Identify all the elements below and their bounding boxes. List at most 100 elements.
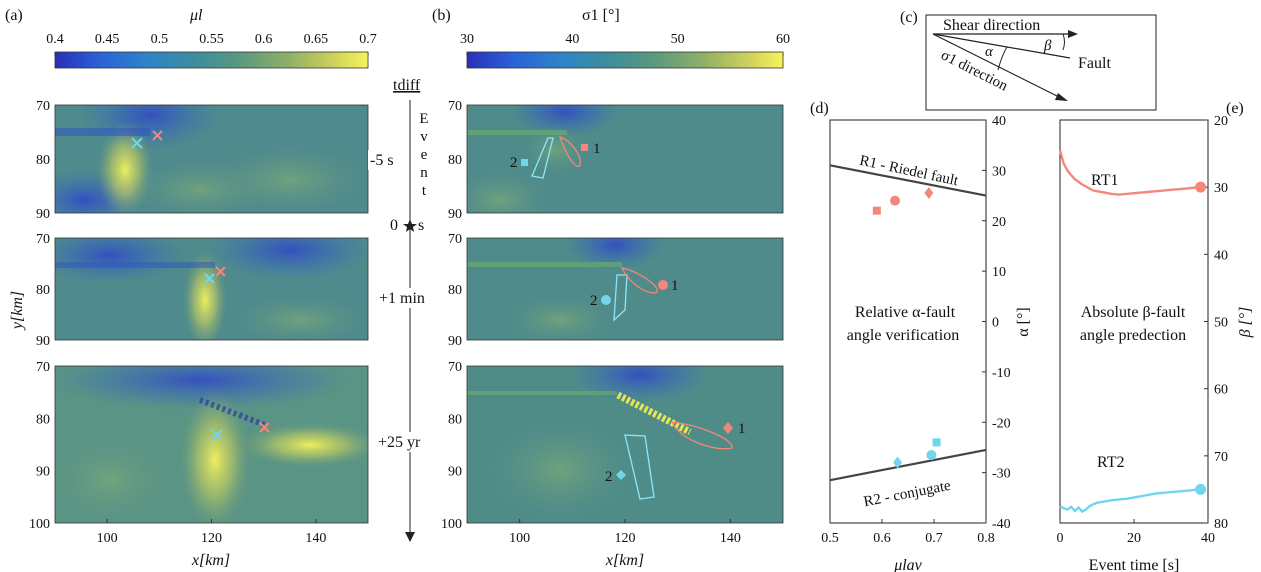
map-a-ytick-label: 100 bbox=[29, 517, 50, 532]
marker-square-cyan bbox=[521, 159, 528, 166]
beta-arc bbox=[1062, 33, 1065, 51]
marker-circle-red bbox=[658, 280, 668, 290]
colorbar-a-tick-label: 0.65 bbox=[304, 32, 329, 47]
chart-d-point-square bbox=[932, 438, 941, 447]
chart-e-ylabel: β [°] bbox=[1237, 307, 1254, 339]
chart-d-xtick-label: 0.8 bbox=[977, 531, 995, 546]
map-b-ytick-label: 90 bbox=[448, 465, 462, 480]
chart-e-lines bbox=[1058, 149, 1207, 514]
chart-d-ytick-label: -30 bbox=[992, 467, 1011, 482]
map-b-ytick-label: 80 bbox=[448, 283, 462, 298]
event-letter: v bbox=[420, 129, 428, 145]
colorbar-b-label: σ1 [°] bbox=[582, 7, 620, 24]
label-2-row1: 2 bbox=[510, 155, 518, 171]
fault-line bbox=[932, 33, 1071, 59]
chart-d-annotation-text2: angle verification bbox=[847, 327, 959, 344]
timeline-title: tdiff bbox=[393, 77, 421, 94]
panel-label-d: (d) bbox=[810, 100, 829, 117]
event-letter-bg bbox=[418, 164, 430, 180]
region-1-outline-row2 bbox=[620, 267, 658, 294]
map-a-crosses bbox=[131, 130, 270, 441]
chart-e-series-line-rt2 bbox=[1059, 488, 1201, 514]
colorbar-a-tick-label: 0.7 bbox=[359, 32, 377, 47]
map-a-xtick-label: 100 bbox=[97, 531, 118, 546]
map-a-xtick-label: 140 bbox=[305, 531, 326, 546]
chart-e-series-label-rt1: RT1 bbox=[1091, 172, 1118, 189]
marker-diamond-red bbox=[723, 422, 733, 434]
colorbar-a-bar bbox=[54, 51, 369, 69]
event-letters: Event bbox=[418, 110, 430, 199]
schematic: Shear direction Fault σ1 direction α β bbox=[925, 14, 1157, 111]
chart-d-ytick-label: -20 bbox=[992, 416, 1011, 431]
region-1-outline bbox=[558, 136, 581, 167]
map-a-xtick-label: 120 bbox=[201, 531, 222, 546]
chart-d-point-square bbox=[872, 206, 881, 215]
colorbar-a-tick-label: 0.55 bbox=[199, 32, 224, 47]
chart-e-ytick-label: 30 bbox=[1214, 181, 1228, 196]
event-letter: E bbox=[419, 111, 428, 127]
map-a-ytick-label: 90 bbox=[36, 465, 50, 480]
chart-e-annotation-text2: angle predection bbox=[1080, 327, 1186, 344]
map-b-ytick-label: 70 bbox=[448, 360, 462, 375]
colorbar-a: μl 0.4 0.45 0.5 0.55 0.6 0.65 0.7 bbox=[46, 7, 377, 69]
map-b-row2-frame bbox=[466, 237, 784, 341]
map-b-xtick-label: 120 bbox=[615, 531, 636, 546]
map-a-ytick-label: 70 bbox=[36, 360, 50, 375]
region-2-outline-row2 bbox=[613, 274, 628, 322]
chart-d-marks bbox=[872, 187, 941, 469]
chart-e-frame bbox=[1059, 119, 1209, 524]
timeline: tdiff Event -5 s 0 s +1 min +25 yr bbox=[368, 77, 440, 542]
map-b-ytick-label: 80 bbox=[448, 412, 462, 427]
event-letter-bg bbox=[418, 146, 430, 162]
chart-d-ytick-label: -10 bbox=[992, 366, 1011, 381]
timeline-arrow bbox=[405, 532, 415, 542]
event-letter: t bbox=[422, 183, 427, 199]
colorbar-a-tick-label: 0.6 bbox=[255, 32, 273, 47]
schematic-fault-label: Fault bbox=[1078, 55, 1111, 72]
colorbar-b-bar bbox=[466, 51, 784, 69]
map-a-row3 bbox=[55, 366, 368, 523]
chart-d-point-circle bbox=[890, 195, 900, 206]
chart-e-xtick-label: 40 bbox=[1201, 531, 1215, 546]
chart-e-series-label-rt2: RT2 bbox=[1097, 454, 1124, 471]
chart-d-line-r1 bbox=[829, 164, 987, 197]
chart-e-annotation-text1: Absolute β-fault bbox=[1081, 304, 1186, 321]
chart-d-ytick-label: -40 bbox=[992, 517, 1011, 532]
colorbar-b-tick-label: 50 bbox=[671, 32, 685, 47]
chart-e-ytick-label: 20 bbox=[1214, 114, 1228, 129]
map-a-row1 bbox=[55, 105, 368, 213]
map-b-ytick-label: 80 bbox=[448, 153, 462, 168]
map-a-ytick-label: 70 bbox=[36, 232, 50, 247]
chart-d-lines bbox=[829, 164, 987, 482]
panel-label-a: (a) bbox=[5, 7, 23, 24]
chart-d-ytick-label: 20 bbox=[992, 215, 1006, 230]
event-letter-bg bbox=[418, 110, 430, 126]
map-b-ytick-label: 90 bbox=[448, 334, 462, 349]
map-a-ytick-label: 70 bbox=[36, 99, 50, 114]
chart-d-annotation-text1: Relative α-fault bbox=[855, 304, 956, 321]
chart-e-series-endpoint-rt2 bbox=[1195, 483, 1207, 495]
event-letter: e bbox=[421, 147, 428, 163]
map-a-row2 bbox=[55, 238, 368, 340]
colorbar-b-tick-label: 40 bbox=[565, 32, 579, 47]
map-b-row2 bbox=[467, 238, 783, 340]
label-2-row2: 2 bbox=[590, 293, 598, 309]
chart-e-xtick-label: 20 bbox=[1127, 531, 1141, 546]
region-2-outline-row3 bbox=[624, 434, 655, 500]
timeline-label-zero: 0 bbox=[390, 217, 398, 234]
chart-e-series-line-rt1 bbox=[1058, 149, 1201, 196]
chart-d-point-diamond bbox=[893, 456, 903, 469]
shear-arrowhead bbox=[1068, 30, 1078, 38]
label-1-row1: 1 bbox=[593, 141, 601, 157]
map-a-ytick-label: 80 bbox=[36, 412, 50, 427]
sigma-arrowhead bbox=[1055, 93, 1068, 101]
cross-cyan-row3 bbox=[211, 429, 223, 441]
chart-d-xlabel: μlav bbox=[893, 557, 922, 572]
event-letter: n bbox=[420, 165, 428, 181]
colorbar-a-label: μl bbox=[189, 7, 203, 24]
map-b-ytick-label: 70 bbox=[448, 232, 462, 247]
map-xlabel-a: x[km] bbox=[191, 552, 230, 569]
map-b-annotations: 2 1 2 1 2 1 bbox=[510, 136, 746, 500]
